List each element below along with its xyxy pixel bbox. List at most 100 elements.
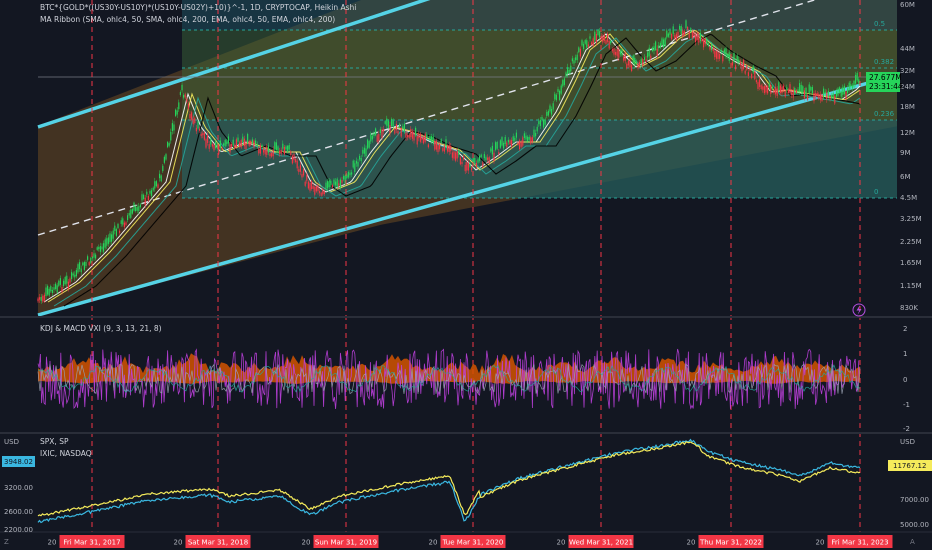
candle-body xyxy=(287,145,289,153)
candle-body xyxy=(757,82,759,89)
candle-body xyxy=(675,33,677,41)
price-axis[interactable]: 60M 44M 32M 24M 18M 12M 9M 6M 4.5M 3.25M 2.25M 1.65… xyxy=(900,1,922,312)
date-label: Thu Mar 31, 2022 xyxy=(699,539,762,547)
candle-body xyxy=(235,139,237,147)
candle-body xyxy=(90,258,92,263)
candle-body xyxy=(570,65,572,72)
candle-body xyxy=(192,118,194,125)
candle-body xyxy=(248,141,250,146)
candle-body xyxy=(147,195,149,201)
candle-body xyxy=(475,162,477,167)
right-axis-2: 5000.00 xyxy=(900,521,929,529)
spx-price-value: 3948.02 xyxy=(4,458,33,466)
candle-body xyxy=(87,256,89,260)
candle-body xyxy=(583,43,585,50)
candle-body xyxy=(603,34,605,41)
candle-body xyxy=(447,146,449,152)
candle-body xyxy=(277,146,279,154)
candle-body xyxy=(559,90,561,100)
candle-body xyxy=(349,172,351,176)
candle-body xyxy=(223,143,225,146)
candle-body xyxy=(109,233,111,243)
candle-body xyxy=(493,152,495,162)
settings-glyph-left[interactable]: Z xyxy=(4,538,9,546)
candle-body xyxy=(279,150,281,154)
auto-scale-glyph[interactable]: A xyxy=(910,538,915,546)
candle-body xyxy=(96,247,98,250)
candle-body xyxy=(435,140,437,150)
date-label-tag xyxy=(568,535,634,548)
time-axis[interactable]: Fri Mar 31, 2017 20 Sat Mar 31, 2018 20 Sun … xyxy=(48,535,893,548)
candle-body xyxy=(792,89,794,98)
date-label: Sat Mar 31, 2018 xyxy=(188,539,248,547)
fib-labels: 0.5 0.382 0.236 0 xyxy=(874,20,895,196)
candle-body xyxy=(184,94,186,98)
candle-body xyxy=(506,142,508,147)
candle-body xyxy=(504,137,506,144)
candle-body xyxy=(319,190,321,194)
candle-body xyxy=(626,63,628,69)
spx-price-tag xyxy=(2,456,35,467)
candle-body xyxy=(267,145,269,153)
candle-body xyxy=(736,55,738,62)
candle-body xyxy=(45,287,47,297)
candle-body xyxy=(714,51,716,58)
candle-body xyxy=(739,62,741,65)
candle-body xyxy=(495,142,497,150)
candle-body xyxy=(79,262,81,270)
candle-body xyxy=(719,53,721,59)
candle-body xyxy=(613,48,615,55)
candle-body xyxy=(776,88,778,96)
candle-body xyxy=(455,152,457,161)
candle-body xyxy=(146,191,148,195)
candle-body xyxy=(50,286,52,292)
ixic-price-value: 11767.12 xyxy=(893,462,926,470)
lightning-icon[interactable] xyxy=(852,303,866,317)
candle-body xyxy=(131,208,133,214)
price-axis-label: 12M xyxy=(900,129,915,137)
candle-body xyxy=(362,149,364,154)
candle-body xyxy=(115,229,117,236)
candle-body xyxy=(464,164,466,172)
candle-body xyxy=(840,91,842,97)
candle-body xyxy=(847,88,849,94)
candle-body xyxy=(392,120,394,127)
candle-body xyxy=(395,123,397,131)
candle-body xyxy=(330,180,332,186)
candle-body xyxy=(176,110,178,115)
candle-body xyxy=(323,191,325,195)
candle-body xyxy=(168,143,170,146)
price-panel xyxy=(37,0,897,316)
candle-body xyxy=(59,278,61,285)
candle-body xyxy=(842,87,844,95)
candle-body xyxy=(674,35,676,39)
fib-level-label: 0.382 xyxy=(874,58,894,66)
candle-body xyxy=(421,136,423,140)
candle-body xyxy=(624,53,626,62)
fib-level-label: 0.236 xyxy=(874,110,895,118)
candle-body xyxy=(858,79,860,84)
candle-body xyxy=(67,281,69,289)
candle-body xyxy=(191,112,193,120)
candle-body xyxy=(152,187,154,191)
candle-body xyxy=(623,56,625,61)
candle-body xyxy=(128,213,130,216)
candle-body xyxy=(283,146,285,155)
candle-body xyxy=(843,85,845,95)
candle-body xyxy=(755,80,757,83)
candle-body xyxy=(186,98,188,102)
current-price-countdown: 23:31:44 xyxy=(869,82,903,91)
candle-body xyxy=(133,202,135,211)
candle-body xyxy=(458,150,460,155)
candle-body xyxy=(328,180,330,188)
candle-body xyxy=(247,134,249,143)
candle-body xyxy=(691,31,693,38)
candle-body xyxy=(853,80,855,88)
candle-body xyxy=(163,156,165,163)
left-axis-1: 3200.00 xyxy=(4,484,33,492)
candle-body xyxy=(37,298,39,302)
candle-body xyxy=(135,206,137,212)
candle-body xyxy=(343,176,345,180)
candle-body xyxy=(240,140,242,148)
